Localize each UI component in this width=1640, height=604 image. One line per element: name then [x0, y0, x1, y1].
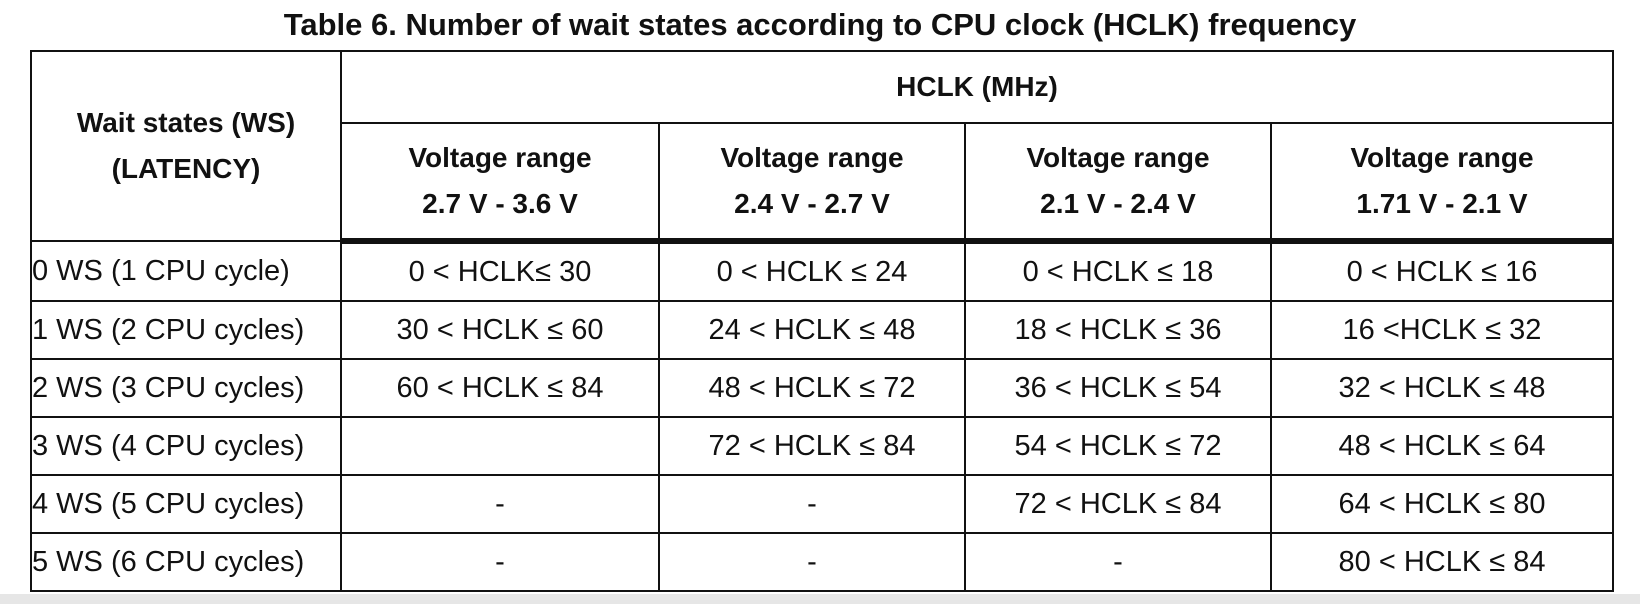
column-header-line2: 2.7 V - 3.6 V [422, 188, 578, 219]
column-header-line2: 1.71 V - 2.1 V [1356, 188, 1528, 219]
column-header-voltage-range-4: Voltage range 1.71 V - 2.1 V [1270, 122, 1614, 244]
hclk-range-cell: 0 < HCLK ≤ 16 [1270, 240, 1614, 302]
wait-states-header-line1: Wait states (WS) [76, 107, 296, 138]
hclk-range-cell [340, 416, 660, 476]
column-header-line2: 2.1 V - 2.4 V [1040, 188, 1196, 219]
hclk-range-cell: 16 <HCLK ≤ 32 [1270, 300, 1614, 360]
table-row: 2 WS (3 CPU cycles) 60 < HCLK ≤ 84 48 < … [30, 358, 1614, 418]
hclk-range-cell: 48 < HCLK ≤ 64 [1270, 416, 1614, 476]
hclk-range-cell: 18 < HCLK ≤ 36 [964, 300, 1272, 360]
wait-state-cell: 4 WS (5 CPU cycles) [30, 474, 342, 534]
table-row: 5 WS (6 CPU cycles) - - - 80 < HCLK ≤ 84 [30, 532, 1614, 592]
wait-states-header-line2: (LATENCY) [111, 153, 261, 184]
hclk-group-header: HCLK (MHz) [340, 50, 1614, 124]
hclk-range-cell: 72 < HCLK ≤ 84 [964, 474, 1272, 534]
wait-state-cell: 2 WS (3 CPU cycles) [30, 358, 342, 418]
hclk-range-cell: 72 < HCLK ≤ 84 [658, 416, 966, 476]
wait-state-cell: 0 WS (1 CPU cycle) [30, 240, 342, 302]
wait-state-cell: 3 WS (4 CPU cycles) [30, 416, 342, 476]
hclk-range-cell: - [658, 532, 966, 592]
table-title: Table 6. Number of wait states according… [283, 7, 1357, 42]
table-row: 0 WS (1 CPU cycle) 0 < HCLK≤ 30 0 < HCLK… [30, 240, 1614, 302]
column-header-line1: Voltage range [1350, 142, 1534, 173]
wait-states-header: Wait states (WS) (LATENCY) [30, 50, 342, 242]
wait-state-cell: 1 WS (2 CPU cycles) [30, 300, 342, 360]
table-row: 1 WS (2 CPU cycles) 30 < HCLK ≤ 60 24 < … [30, 300, 1614, 360]
hclk-range-cell: 32 < HCLK ≤ 48 [1270, 358, 1614, 418]
hclk-range-cell: - [340, 532, 660, 592]
hclk-range-cell: 60 < HCLK ≤ 84 [340, 358, 660, 418]
hclk-range-cell: 48 < HCLK ≤ 72 [658, 358, 966, 418]
hclk-range-cell: 54 < HCLK ≤ 72 [964, 416, 1272, 476]
hclk-range-cell: 24 < HCLK ≤ 48 [658, 300, 966, 360]
page-bottom-edge [0, 594, 1640, 604]
column-header-line1: Voltage range [720, 142, 904, 173]
hclk-range-cell: 0 < HCLK ≤ 18 [964, 240, 1272, 302]
hclk-range-cell: 36 < HCLK ≤ 54 [964, 358, 1272, 418]
column-header-voltage-range-3: Voltage range 2.1 V - 2.4 V [964, 122, 1272, 244]
hclk-range-cell: 64 < HCLK ≤ 80 [1270, 474, 1614, 534]
table-row: 4 WS (5 CPU cycles) - - 72 < HCLK ≤ 84 6… [30, 474, 1614, 534]
hclk-range-cell: - [964, 532, 1272, 592]
column-header-line2: 2.4 V - 2.7 V [734, 188, 890, 219]
table-row: 3 WS (4 CPU cycles) 72 < HCLK ≤ 84 54 < … [30, 416, 1614, 476]
hclk-range-cell: - [340, 474, 660, 534]
hclk-range-cell: - [658, 474, 966, 534]
column-header-voltage-range-1: Voltage range 2.7 V - 3.6 V [340, 122, 660, 244]
wait-state-cell: 5 WS (6 CPU cycles) [30, 532, 342, 592]
hclk-range-cell: 0 < HCLK ≤ 24 [658, 240, 966, 302]
wait-states-table: Wait states (WS) (LATENCY) HCLK (MHz) Vo… [30, 50, 1614, 592]
hclk-range-cell: 30 < HCLK ≤ 60 [340, 300, 660, 360]
hclk-range-cell: 0 < HCLK≤ 30 [340, 240, 660, 302]
column-header-voltage-range-2: Voltage range 2.4 V - 2.7 V [658, 122, 966, 244]
hclk-range-cell: 80 < HCLK ≤ 84 [1270, 532, 1614, 592]
column-header-line1: Voltage range [1026, 142, 1210, 173]
column-header-line1: Voltage range [408, 142, 592, 173]
